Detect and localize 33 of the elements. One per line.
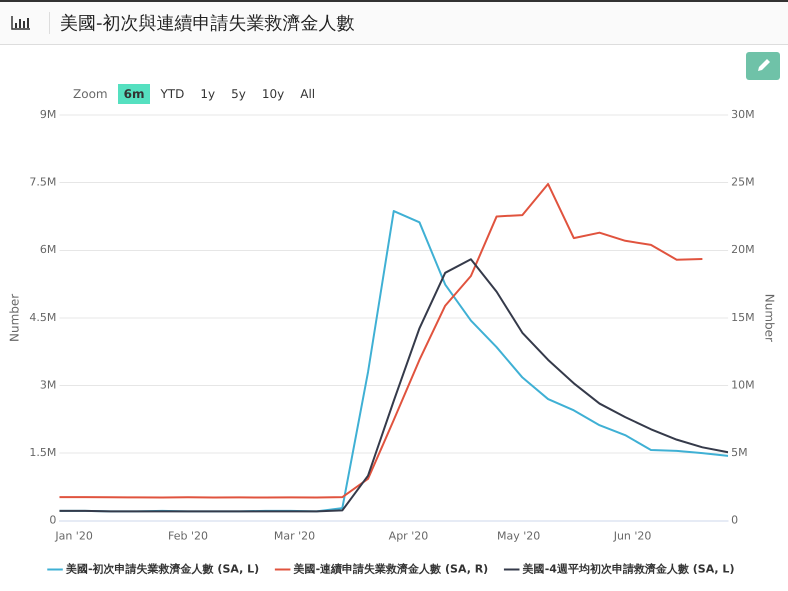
y2-tick-label: 0 xyxy=(731,514,738,527)
text: Zoom xyxy=(72,86,109,103)
y-axis-title: Number xyxy=(7,294,22,342)
y-tick-label: 3M xyxy=(40,378,56,392)
text: 10y xyxy=(260,86,286,103)
y-tick-label: 7.5M xyxy=(29,175,56,188)
y-tick-label: 0 xyxy=(49,514,56,527)
x-tick-label: Feb '20 xyxy=(168,529,208,542)
y-tick-label: 9M xyxy=(40,108,56,121)
y2-axis-title: Number xyxy=(762,294,777,342)
y-tick-label: 4.5M xyxy=(29,310,56,324)
y2-tick-label: 20M xyxy=(731,243,755,256)
x-tick-label: May '20 xyxy=(497,529,540,542)
text: YTD xyxy=(159,86,186,103)
y2-tick-label: 10M xyxy=(731,378,755,392)
y2-tick-label: 25M xyxy=(731,175,755,188)
legend-label: 美國-連續申請失業救濟金人數 (SA, R) xyxy=(292,562,488,576)
text: All xyxy=(299,86,316,103)
y2-tick-label: 5M xyxy=(731,446,748,460)
y2-tick-label: 15M xyxy=(731,310,755,324)
text: 5y xyxy=(230,86,247,103)
legend-label: 美國-4週平均初次申請救濟金人數 (SA, L) xyxy=(522,562,734,576)
y-tick-label: 1.5M xyxy=(29,446,56,460)
legend-label: 美國-初次申請失業救濟金人數 (SA, L) xyxy=(65,562,260,576)
chart-title: 美國-初次與連續申請失業救濟金人數 xyxy=(60,12,354,35)
x-tick-label: Apr '20 xyxy=(388,529,428,542)
text: 6m xyxy=(118,84,150,104)
y-tick-label: 6M xyxy=(40,243,56,256)
x-tick-label: Mar '20 xyxy=(274,529,316,542)
text: 1y xyxy=(199,86,216,103)
x-tick-label: Jun '20 xyxy=(612,529,652,542)
y2-tick-label: 30M xyxy=(731,108,755,121)
x-tick-label: Jan '20 xyxy=(54,529,93,542)
